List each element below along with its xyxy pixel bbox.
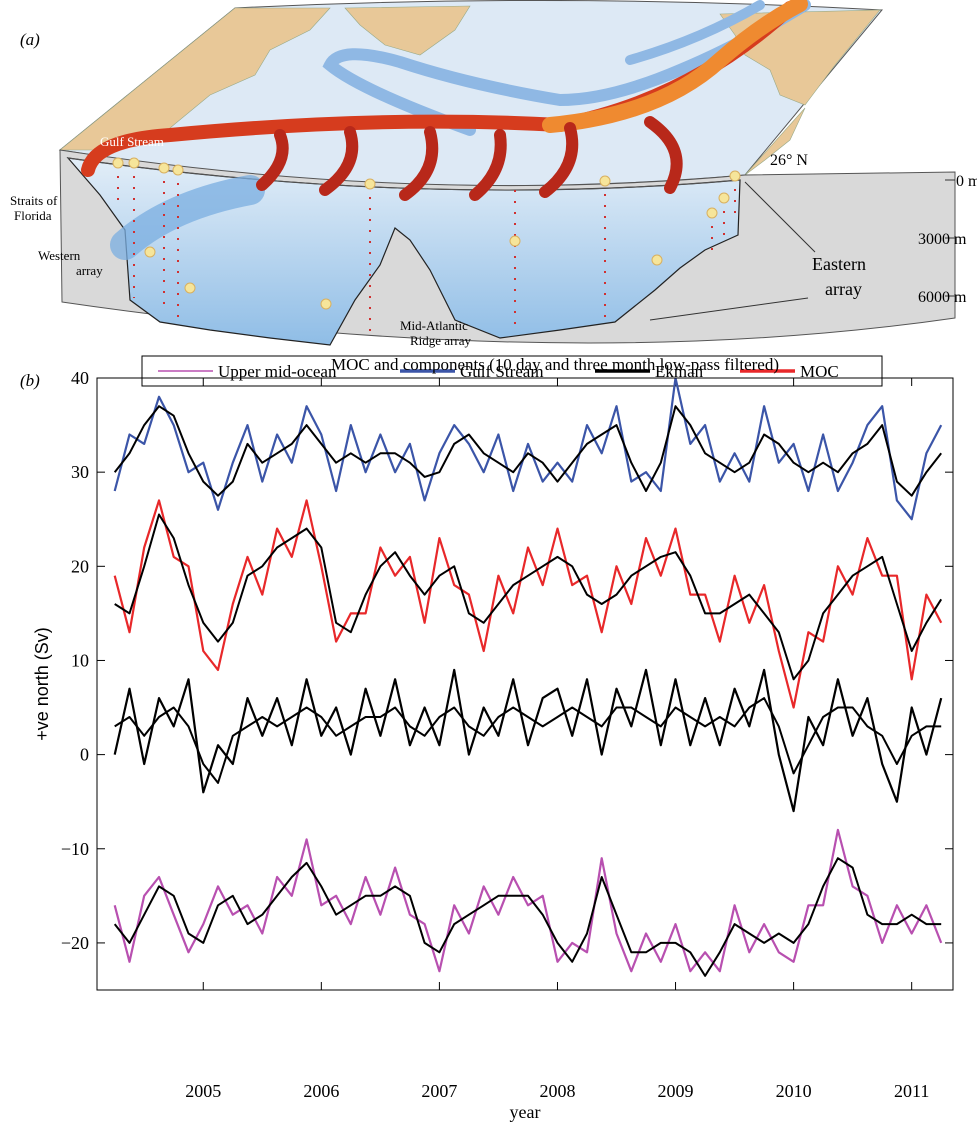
y-tick-label: −10 xyxy=(61,839,89,859)
plot-area xyxy=(113,378,943,977)
western-label: array xyxy=(76,263,103,278)
y-tick-label: 30 xyxy=(71,462,89,482)
series-line xyxy=(113,828,943,973)
warm-branch xyxy=(542,0,808,133)
legend-label: Upper mid-ocean xyxy=(218,362,337,381)
y-tick-label: 20 xyxy=(71,556,89,576)
y-tick-label: 10 xyxy=(71,650,89,670)
filtered-line xyxy=(114,697,942,784)
x-tick-label: 2006 xyxy=(303,1081,339,1101)
ridge-label: Mid-Atlantic xyxy=(400,318,468,333)
diagram: (a) Gulf Stream xyxy=(10,0,977,348)
series-line xyxy=(113,499,943,709)
series-line xyxy=(113,378,943,521)
filtered-line xyxy=(113,857,942,977)
plot-frame xyxy=(96,377,954,991)
chart: MOC and components (10 day and three mon… xyxy=(20,355,954,1122)
deep-current xyxy=(110,175,265,260)
western-label: Western xyxy=(38,248,81,263)
legend-items: Upper mid-ocean Gulf Stream Ekman MOC xyxy=(158,362,839,381)
panel-label: (b) xyxy=(20,371,40,390)
x-tick-label: 2005 xyxy=(185,1081,221,1101)
gulf-stream-label: Gulf Stream xyxy=(100,134,164,149)
x-tick-label: 2007 xyxy=(421,1081,457,1101)
eastern-label: array xyxy=(825,279,862,299)
series-line xyxy=(113,668,943,813)
x-tick-label: 2011 xyxy=(894,1081,929,1101)
floats xyxy=(112,157,741,310)
y-tick-label: −20 xyxy=(61,933,89,953)
y-axis-label: +ve north (Sv) xyxy=(32,627,52,741)
filtered-line xyxy=(114,513,943,681)
cold-current xyxy=(625,0,765,65)
legend-label: Gulf Stream xyxy=(460,362,544,381)
depth-label: 3000 m xyxy=(918,231,967,248)
x-tick-label: 2008 xyxy=(539,1081,575,1101)
cold-current xyxy=(322,0,811,136)
filtered-line xyxy=(113,405,942,497)
straits-label: Straits of xyxy=(10,193,58,208)
land xyxy=(344,5,471,56)
latitude-label: 26° N xyxy=(770,152,808,169)
land xyxy=(744,107,806,176)
recirculation xyxy=(256,116,683,201)
y-tick-label: 40 xyxy=(71,368,89,388)
legend-label: MOC xyxy=(800,362,839,381)
ridge-label: Ridge array xyxy=(410,333,472,348)
x-tick-label: 2009 xyxy=(658,1081,694,1101)
eastern-label: Eastern xyxy=(812,254,866,274)
straits-label: Florida xyxy=(14,208,52,223)
chart-title: MOC and components (10 day and three mon… xyxy=(331,355,779,374)
panel-label: (a) xyxy=(20,30,40,49)
y-tick-label: 0 xyxy=(80,745,89,765)
moorings xyxy=(117,165,736,332)
depth-label: 6000 m xyxy=(918,289,967,306)
legend-label: Ekman xyxy=(655,362,704,381)
x-axis-label: year xyxy=(510,1102,541,1122)
depth-ticks xyxy=(649,179,955,321)
x-tick-label: 2010 xyxy=(776,1081,812,1101)
depth-label: 0 m xyxy=(956,173,977,190)
